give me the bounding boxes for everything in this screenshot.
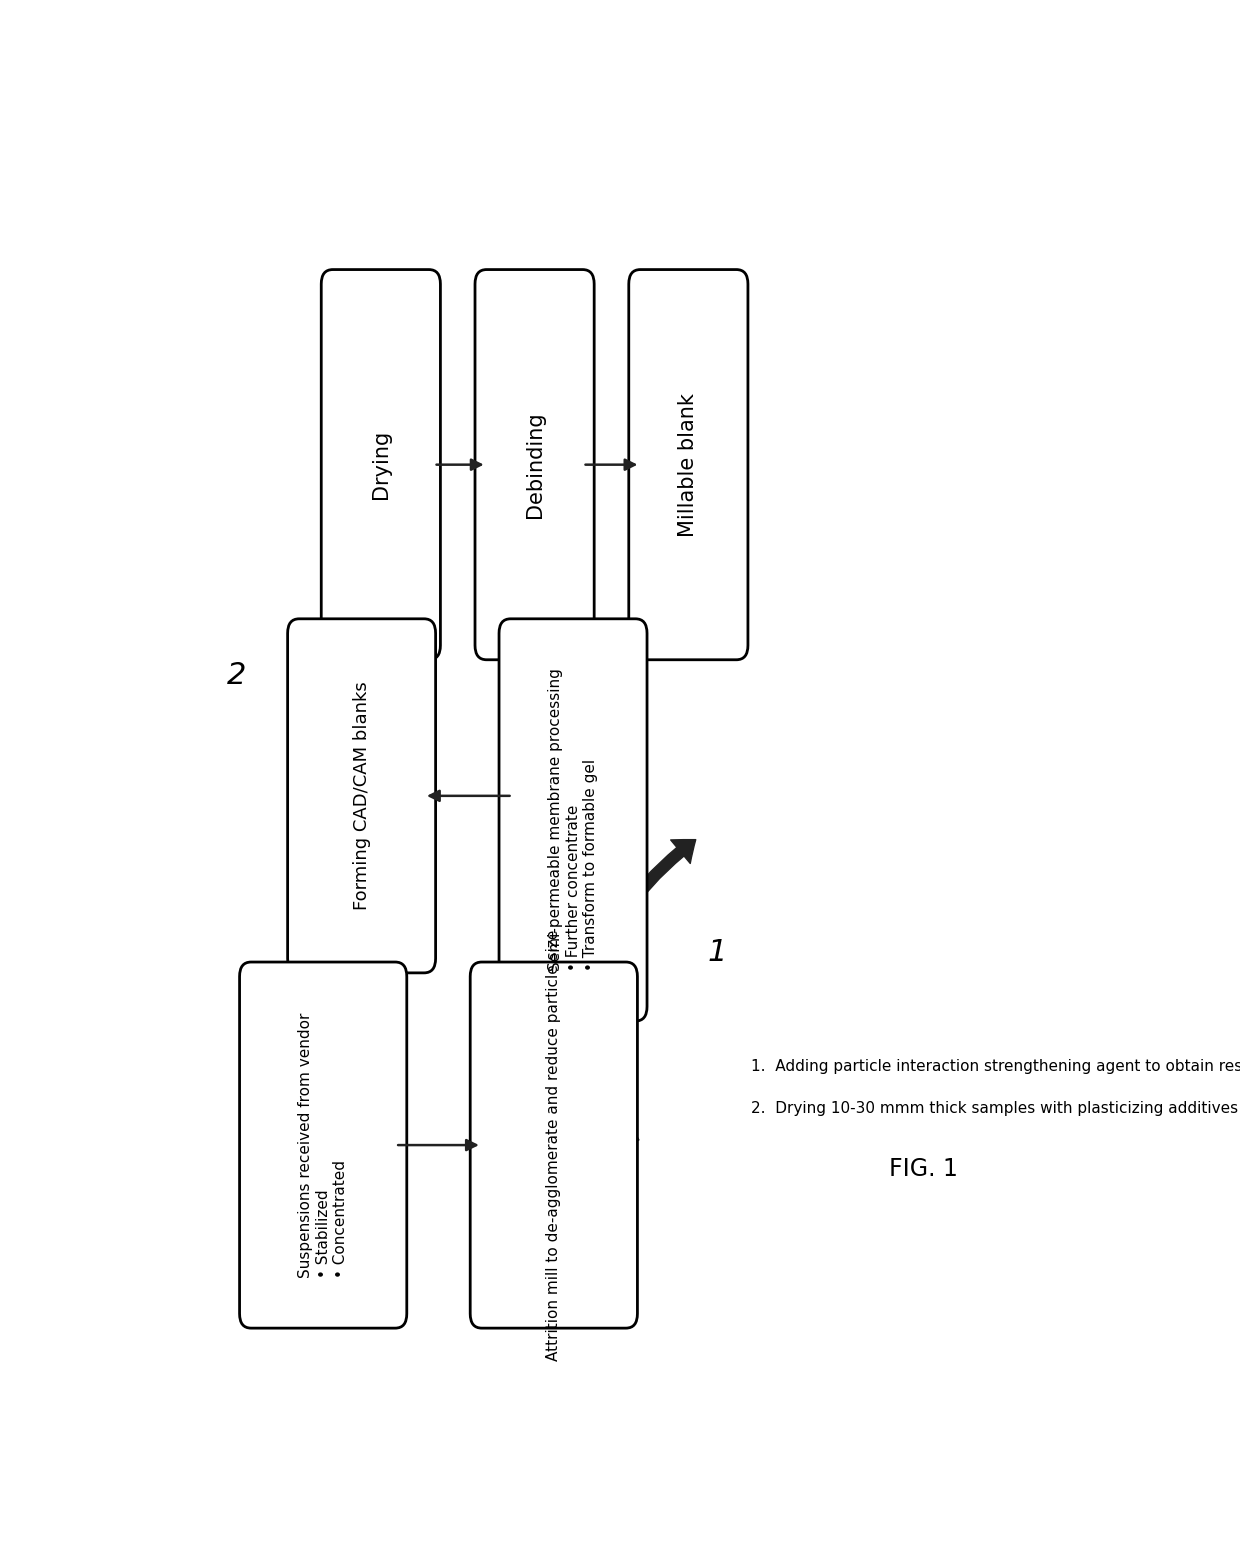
Text: Debinding: Debinding — [525, 411, 544, 518]
Text: 2: 2 — [227, 662, 247, 690]
FancyArrowPatch shape — [309, 527, 371, 638]
Text: Semi-permeable membrane processing
• Further concentrate
• Transform to formable: Semi-permeable membrane processing • Fur… — [548, 668, 598, 971]
Text: 2.  Drying 10-30 mmm thick samples with plasticizing additives: 2. Drying 10-30 mmm thick samples with p… — [751, 1101, 1238, 1117]
FancyArrowPatch shape — [588, 840, 696, 1145]
FancyBboxPatch shape — [498, 619, 647, 1021]
Text: Attrition mill to de-agglomerate and reduce particle size: Attrition mill to de-agglomerate and red… — [547, 929, 562, 1361]
FancyBboxPatch shape — [470, 962, 637, 1328]
Text: Drying: Drying — [371, 430, 391, 499]
Text: 1: 1 — [708, 938, 727, 967]
Text: Suspensions received from vendor
• Stabilized
• Concentrated: Suspensions received from vendor • Stabi… — [299, 1012, 348, 1278]
Text: FIG. 1: FIG. 1 — [889, 1157, 959, 1181]
FancyBboxPatch shape — [475, 269, 594, 660]
FancyBboxPatch shape — [629, 269, 748, 660]
FancyBboxPatch shape — [239, 962, 407, 1328]
Text: Forming CAD/CAM blanks: Forming CAD/CAM blanks — [352, 682, 371, 910]
Text: 1.  Adding particle interaction strengthening agent to obtain resilient green bo: 1. Adding particle interaction strengthe… — [751, 1059, 1240, 1074]
FancyBboxPatch shape — [321, 269, 440, 660]
FancyBboxPatch shape — [288, 619, 435, 973]
Text: Millable blank: Millable blank — [678, 393, 698, 536]
